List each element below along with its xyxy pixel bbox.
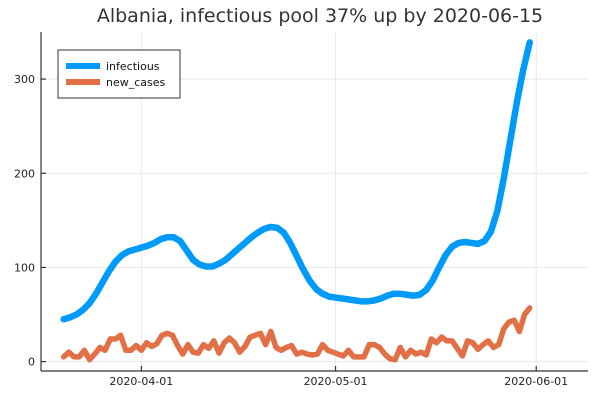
- x-tick-label-1: 2020-05-01: [304, 375, 368, 388]
- legend-label-infectious: infectious: [106, 60, 160, 73]
- axes: [40, 32, 588, 372]
- y-tick-label-100: 100: [14, 261, 35, 274]
- legend: infectious new_cases: [57, 49, 181, 99]
- x-tick-label-2: 2020-06-01: [504, 375, 568, 388]
- y-tick-label-200: 200: [14, 167, 35, 180]
- chart-title: Albania, infectious pool 37% up by 2020-…: [97, 5, 543, 27]
- x-tick-labels: 2020-04-01 2020-05-01 2020-06-01: [109, 366, 568, 388]
- y-tick-labels: 0 100 200 300: [14, 73, 46, 369]
- series-new-cases-line: [60, 305, 533, 363]
- series-infectious-line: [60, 39, 533, 323]
- y-tick-label-300: 300: [14, 73, 35, 86]
- series: [60, 39, 533, 363]
- x-tick-label-0: 2020-04-01: [109, 375, 173, 388]
- y-tick-label-0: 0: [28, 356, 35, 369]
- legend-box: [57, 49, 181, 99]
- legend-label-new-cases: new_cases: [106, 76, 166, 89]
